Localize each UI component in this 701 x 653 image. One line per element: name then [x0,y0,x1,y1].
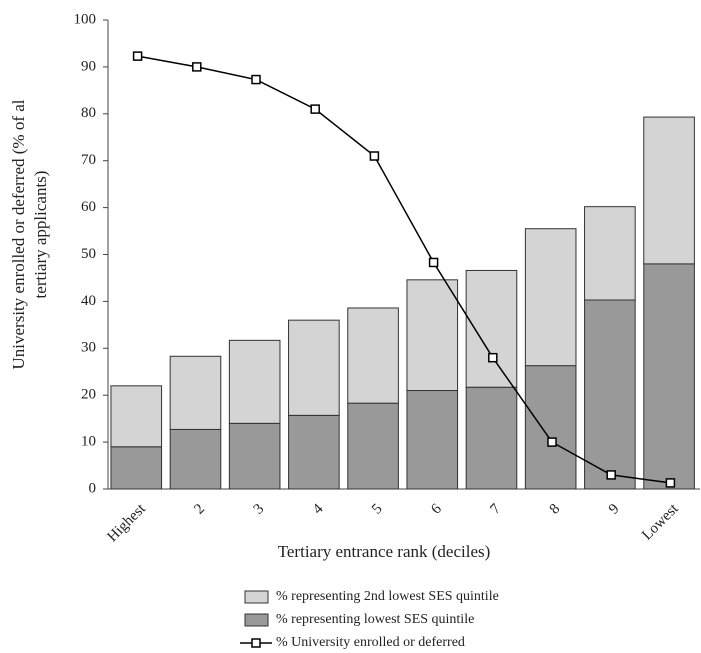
x-tick-label: 4 [310,501,327,518]
bar-segment [643,263,695,490]
legend-swatch [244,613,269,627]
line-marker [547,437,557,447]
x-axis-label: Tertiary entrance rank (deciles) [278,542,491,561]
y-tick-label: 20 [81,387,96,403]
bar-segment [465,269,518,388]
x-tick-label: 6 [428,501,445,518]
y-tick-label: 60 [81,199,96,215]
bar-segment [347,402,399,490]
y-axis-label: University enrolled or deferred (% of al [9,99,28,369]
bar-segment [584,206,636,301]
legend-label: % representing lowest SES quintile [276,612,474,627]
x-tick-label: 8 [547,501,564,518]
bar-segment [406,390,459,490]
x-tick-label: Highest [105,500,150,545]
y-axis-label: tertiary applicants) [31,171,50,299]
legend-label: % University enrolled or deferred [276,635,465,650]
x-tick-label: 2 [191,501,208,518]
y-tick-label: 90 [81,58,96,74]
y-tick-label: 0 [89,480,97,496]
bar-segment [288,414,340,490]
bar-segment [110,446,163,490]
bar-segment [584,299,636,490]
bar-segment [643,116,695,265]
bar-segment [169,428,222,490]
bar-segment [228,339,281,424]
bar-segment [169,355,222,430]
bar-segment [110,385,163,448]
bar-segment [228,422,281,490]
y-tick-label: 50 [81,246,96,262]
line-marker [665,478,676,488]
legend-label: % representing 2nd lowest SES quintile [276,589,499,604]
line [137,55,671,484]
line-marker [251,74,261,85]
bar-segment [288,319,340,416]
line-marker [132,51,143,61]
x-tick-label: 5 [369,501,386,518]
y-tick-label: 10 [81,434,96,450]
y-tick-label: 70 [81,152,96,168]
bar-segment [347,307,399,404]
bar-segment [406,279,459,392]
legend-swatch [244,590,269,604]
y-tick-label: 80 [81,105,96,121]
line-marker [606,470,616,480]
x-tick-label: Lowest [639,500,682,543]
line-marker [428,257,439,268]
line-marker [369,151,380,161]
line-marker [192,62,202,72]
x-tick-label: 7 [487,501,504,518]
legend-swatch [251,638,261,648]
bar-segment [465,386,518,490]
bar-segment [524,228,577,367]
y-tick-label: 40 [81,293,96,309]
x-tick-label: 3 [251,501,268,518]
line-marker [310,104,320,114]
line-marker [488,352,498,363]
x-tick-label: 9 [606,501,623,518]
y-tick-label: 30 [81,340,96,356]
bar-segment [524,365,577,490]
y-tick-label: 100 [74,11,97,27]
